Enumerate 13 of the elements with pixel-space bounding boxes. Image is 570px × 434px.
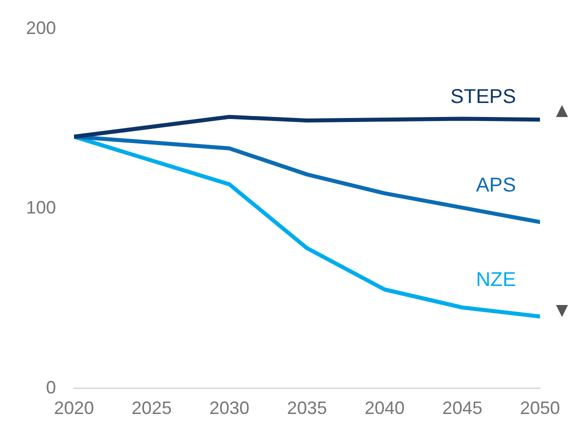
x-tick-label: 2030	[209, 398, 250, 418]
x-tick-label: 2040	[364, 398, 405, 418]
x-tick-label: 2020	[54, 398, 94, 418]
x-tick-label: 2035	[286, 398, 328, 418]
x-tick-label: 2025	[132, 398, 172, 418]
y-tick-label: 0	[46, 377, 56, 398]
series-label: NZE	[476, 268, 516, 291]
x-tick-label: 2050	[520, 398, 560, 418]
y-tick-label: 200	[26, 18, 56, 38]
x-tick-label: 2045	[442, 398, 482, 418]
series-label: APS	[476, 174, 516, 197]
y-tick-label: 100	[26, 198, 56, 218]
series-label: STEPS	[450, 86, 516, 108]
